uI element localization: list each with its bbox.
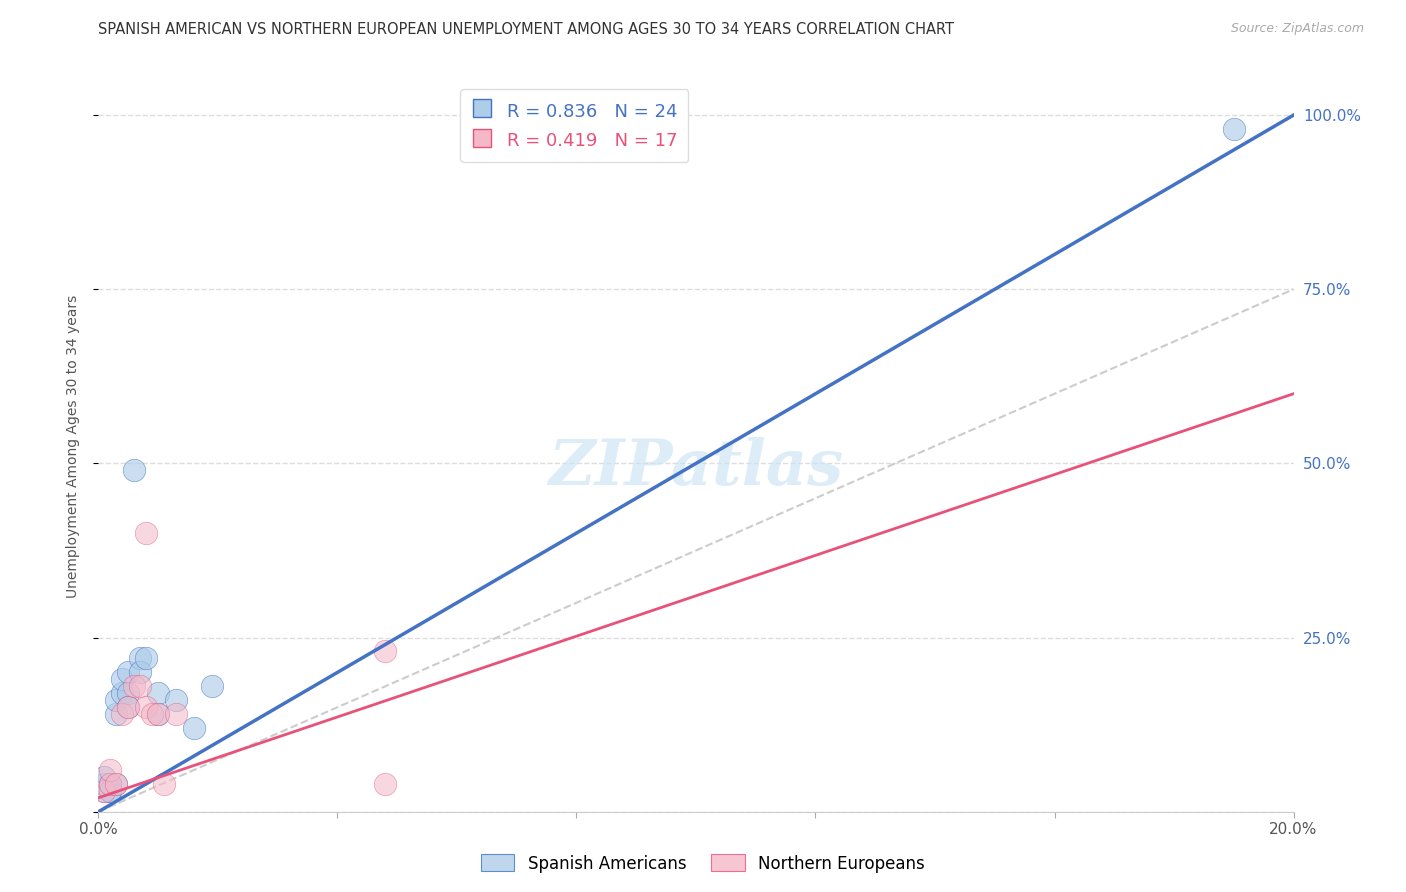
Point bbox=[105, 777, 128, 791]
Point bbox=[148, 686, 170, 700]
Y-axis label: Unemployment Among Ages 30 to 34 years: Unemployment Among Ages 30 to 34 years bbox=[66, 294, 80, 598]
Point bbox=[374, 644, 396, 658]
Point bbox=[111, 707, 134, 722]
Point bbox=[124, 679, 146, 693]
Point bbox=[100, 763, 122, 777]
Point bbox=[148, 707, 170, 722]
Point bbox=[93, 770, 115, 784]
Point bbox=[105, 777, 128, 791]
Point bbox=[105, 693, 128, 707]
Point bbox=[183, 721, 205, 735]
Point bbox=[129, 665, 152, 680]
Point bbox=[135, 700, 157, 714]
Point bbox=[165, 693, 187, 707]
Point bbox=[129, 679, 152, 693]
Point bbox=[124, 463, 146, 477]
Legend: R = 0.836   N = 24, R = 0.419   N = 17: R = 0.836 N = 24, R = 0.419 N = 17 bbox=[460, 89, 689, 161]
Point bbox=[93, 784, 115, 798]
Point bbox=[153, 777, 176, 791]
Point bbox=[100, 777, 122, 791]
Point bbox=[135, 526, 157, 541]
Point bbox=[111, 686, 134, 700]
Point bbox=[374, 777, 396, 791]
Point bbox=[117, 665, 139, 680]
Point bbox=[105, 707, 128, 722]
Point bbox=[100, 784, 122, 798]
Point bbox=[201, 679, 224, 693]
Legend: Spanish Americans, Northern Europeans: Spanish Americans, Northern Europeans bbox=[474, 847, 932, 880]
Point bbox=[111, 673, 134, 687]
Point bbox=[93, 784, 115, 798]
Point bbox=[141, 707, 163, 722]
Point bbox=[93, 777, 115, 791]
Text: Source: ZipAtlas.com: Source: ZipAtlas.com bbox=[1230, 22, 1364, 36]
Point bbox=[165, 707, 187, 722]
Point bbox=[129, 651, 152, 665]
Point bbox=[135, 651, 157, 665]
Point bbox=[100, 784, 122, 798]
Point bbox=[117, 686, 139, 700]
Text: ZIPatlas: ZIPatlas bbox=[548, 437, 844, 499]
Text: SPANISH AMERICAN VS NORTHERN EUROPEAN UNEMPLOYMENT AMONG AGES 30 TO 34 YEARS COR: SPANISH AMERICAN VS NORTHERN EUROPEAN UN… bbox=[98, 22, 955, 37]
Point bbox=[148, 707, 170, 722]
Point bbox=[117, 700, 139, 714]
Point bbox=[100, 777, 122, 791]
Point bbox=[117, 700, 139, 714]
Point bbox=[1223, 122, 1246, 136]
